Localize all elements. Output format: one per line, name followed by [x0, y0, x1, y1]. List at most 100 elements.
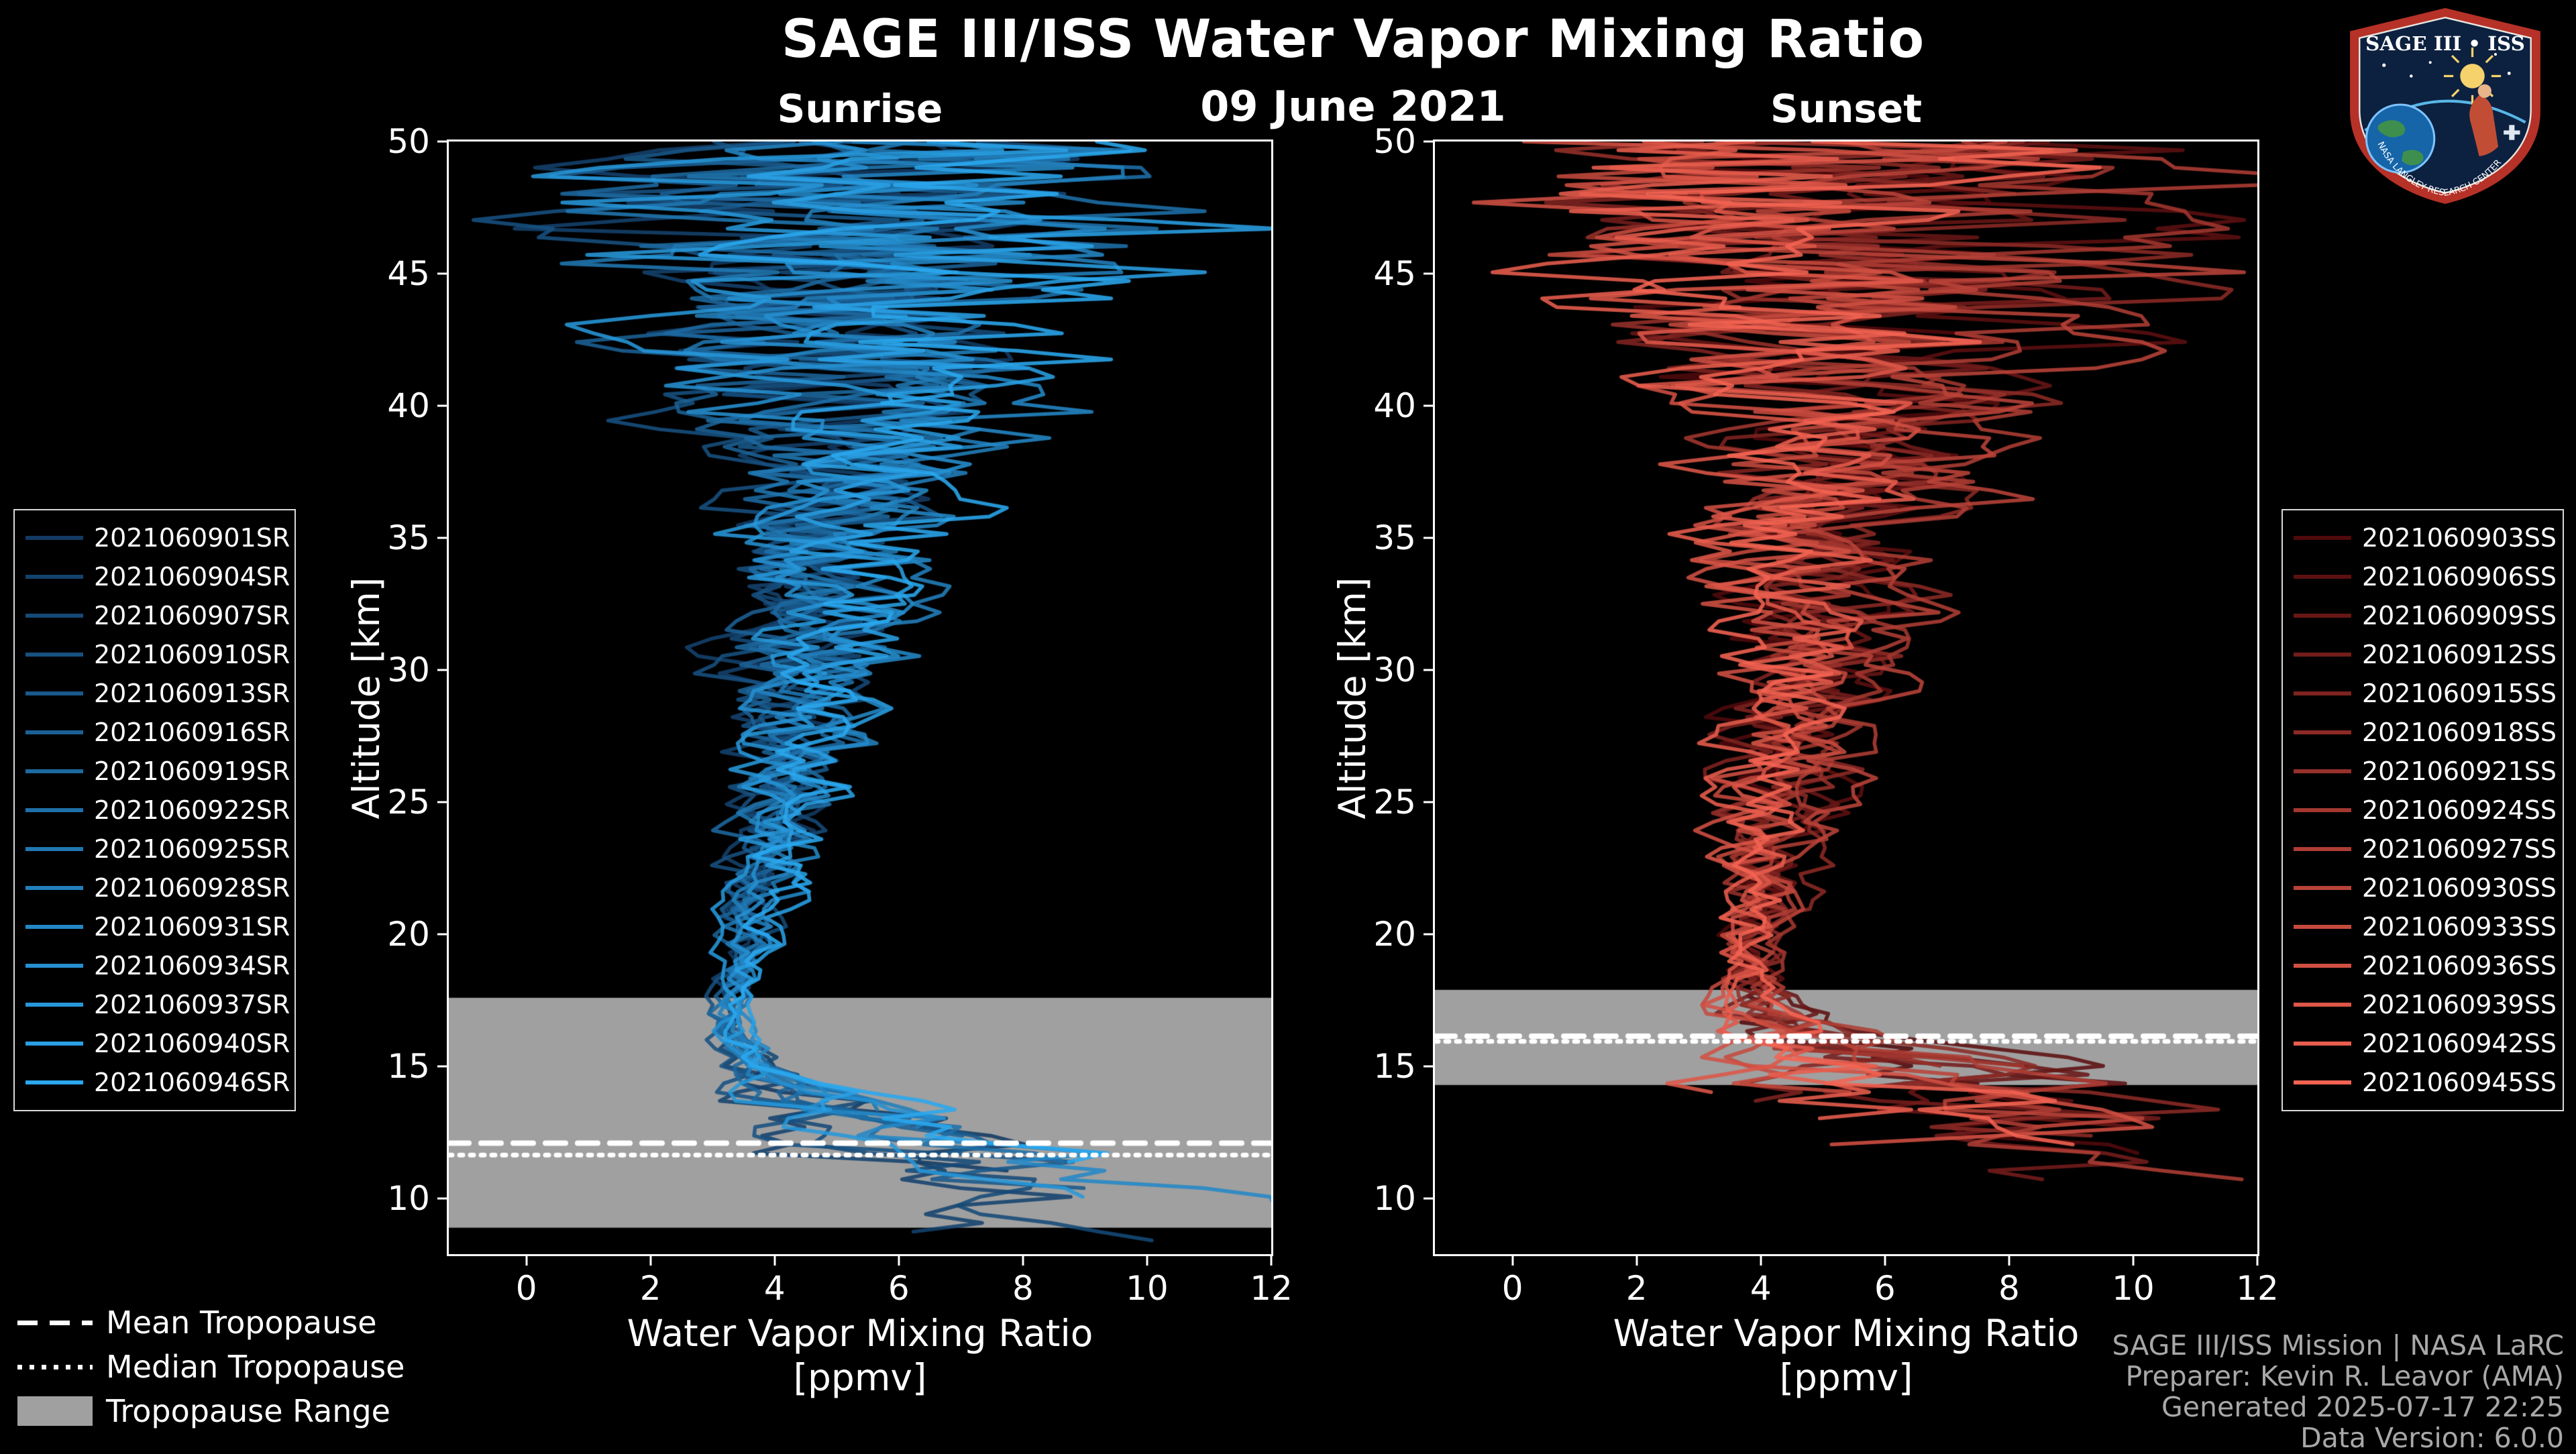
legend-label: 2021060901SR	[94, 523, 290, 553]
logo-star-icon	[2493, 52, 2498, 56]
legend-item: 2021060931SR	[25, 907, 290, 946]
y-tick-mark	[437, 933, 449, 936]
y-tick-label: 10	[387, 1179, 430, 1219]
legend-label: 2021060906SS	[2362, 562, 2557, 592]
sunrise-plot-canvas	[449, 142, 1271, 1254]
y-tick-mark	[437, 669, 449, 671]
legend-line-swatch	[2294, 1003, 2351, 1007]
sunrise-panel-title: Sunrise	[777, 86, 943, 131]
x-tick-mark	[1635, 1254, 1638, 1266]
sunset-plot-area: 10 15 20 25 30 35 40 45 50 0 2 4 6 8 10 12	[1373, 122, 2278, 1308]
legend-item: 2021060922SR	[25, 791, 290, 830]
x-tick-label: 2	[1625, 1269, 1648, 1308]
y-tick-mark	[1424, 801, 1435, 803]
legend-line-swatch	[2294, 653, 2351, 657]
legend-item: 2021060903SS	[2294, 518, 2557, 557]
y-tick-label: 30	[387, 651, 430, 690]
legend-label: 2021060915SS	[2362, 679, 2557, 708]
credits-generated: Generated 2025-07-17 22:25	[2161, 1390, 2564, 1423]
logo-star-icon	[2382, 63, 2386, 67]
logo-iss-icon	[2504, 125, 2520, 140]
sunset-series-legend: 2021060903SS 2021060906SS 2021060909SS 2021…	[2282, 509, 2564, 1111]
legend-line-swatch	[2294, 1042, 2351, 1046]
legend-label: 2021060940SR	[94, 1029, 290, 1058]
legend-item: 2021060912SS	[2294, 635, 2557, 674]
legend-item: 2021060921SS	[2294, 752, 2557, 791]
legend-label: 2021060909SS	[2362, 601, 2557, 630]
legend-item: 2021060939SS	[2294, 985, 2557, 1024]
sunrise-series-legend: 2021060901SR 2021060904SR 2021060907SR 2021…	[13, 509, 296, 1111]
y-tick-mark	[437, 404, 449, 407]
legend-line-swatch	[2294, 536, 2351, 540]
x-tick-mark	[1146, 1254, 1148, 1266]
legend-item: 2021060910SR	[25, 635, 290, 674]
y-tick-label: 35	[1373, 518, 1416, 558]
legend-item: 2021060940SR	[25, 1024, 290, 1063]
y-tick-label: 50	[387, 122, 430, 161]
x-tick-mark	[1022, 1254, 1024, 1266]
legend-line-swatch	[25, 769, 83, 773]
y-tick-label: 35	[387, 518, 430, 558]
x-tick-mark	[773, 1254, 776, 1266]
y-tick-label: 30	[1373, 651, 1416, 690]
legend-line-swatch	[25, 691, 83, 695]
logo-figure-head	[2477, 84, 2491, 98]
legend-label: 2021060939SS	[2362, 990, 2557, 1019]
legend-label: 2021060910SR	[94, 640, 290, 669]
legend-label: 2021060904SR	[94, 562, 290, 592]
legend-item: 2021060918SS	[2294, 713, 2557, 752]
legend-label: 2021060945SS	[2362, 1068, 2557, 1097]
legend-line-swatch	[25, 730, 83, 734]
legend-item: 2021060909SS	[2294, 596, 2557, 635]
legend-item: 2021060936SS	[2294, 946, 2557, 985]
legend-line-swatch	[2294, 964, 2351, 968]
tropopause-legend: Mean Tropopause Median Tropopause Tropop…	[17, 1304, 405, 1429]
x-tick-mark	[898, 1254, 900, 1266]
legend-item: 2021060913SR	[25, 674, 290, 713]
legend-label: 2021060931SR	[94, 912, 290, 942]
legend-line-swatch	[2294, 769, 2351, 773]
sunrise-x-axis-label-line1: Water Vapor Mixing Ratio	[627, 1312, 1093, 1355]
legend-item: 2021060925SR	[25, 830, 290, 869]
tropopause-range-label: Tropopause Range	[106, 1393, 390, 1429]
credits-preparer: Preparer: Kevin R. Leavor (AMA)	[2125, 1359, 2565, 1392]
legend-line-swatch	[25, 808, 83, 812]
median-tropopause-dotted-line-swatch	[17, 1364, 93, 1369]
x-tick-label: 4	[1750, 1269, 1772, 1308]
legend-line-swatch	[2294, 614, 2351, 618]
logo-figure	[2469, 95, 2499, 156]
y-tick-mark	[1424, 272, 1435, 275]
legend-item: 2021060928SR	[25, 869, 290, 907]
legend-label: 2021060946SR	[94, 1068, 290, 1097]
x-tick-mark	[2256, 1254, 2259, 1266]
legend-item: 2021060934SR	[25, 946, 290, 985]
x-tick-mark	[1884, 1254, 1886, 1266]
x-tick-mark	[1760, 1254, 1762, 1266]
legend-label: 2021060930SS	[2362, 873, 2557, 903]
legend-label: 2021060942SS	[2362, 1029, 2557, 1058]
legend-label: 2021060937SR	[94, 990, 290, 1019]
legend-label: 2021060903SS	[2362, 523, 2557, 553]
legend-item: 2021060901SR	[25, 518, 290, 557]
sage-iii-iss-logo: SAGE III • ISS NASA LANGLEY RESEARCH CEN…	[2350, 8, 2540, 204]
y-tick-label: 40	[1373, 386, 1416, 426]
median-tropopause-label: Median Tropopause	[106, 1349, 405, 1385]
y-tick-label: 10	[1373, 1179, 1416, 1219]
logo-earth-land	[2402, 150, 2424, 166]
legend-line-swatch	[25, 925, 83, 929]
legend-item: 2021060916SR	[25, 713, 290, 752]
x-tick-mark	[1511, 1254, 1514, 1266]
logo-star-icon	[2410, 74, 2413, 78]
y-tick-mark	[437, 801, 449, 803]
sunrise-x-axis-label-units: [ppmv]	[793, 1356, 927, 1399]
credits-mission: SAGE III/ISS Mission | NASA LaRC	[2112, 1329, 2564, 1361]
sunrise-panel: Altitude [km] 10 15 20 25 30 35 40 45 50 0 2 4 6 8 10 1…	[345, 122, 1293, 1399]
logo-star-icon	[2507, 71, 2511, 75]
tropopause-range-patch-swatch	[17, 1396, 93, 1426]
legend-label: 2021060934SR	[94, 951, 290, 981]
sunset-x-axis-label-units: [ppmv]	[1779, 1356, 1913, 1399]
mean-tropopause-label: Mean Tropopause	[106, 1304, 377, 1341]
legend-line-swatch	[25, 536, 83, 540]
legend-line-swatch	[25, 575, 83, 579]
